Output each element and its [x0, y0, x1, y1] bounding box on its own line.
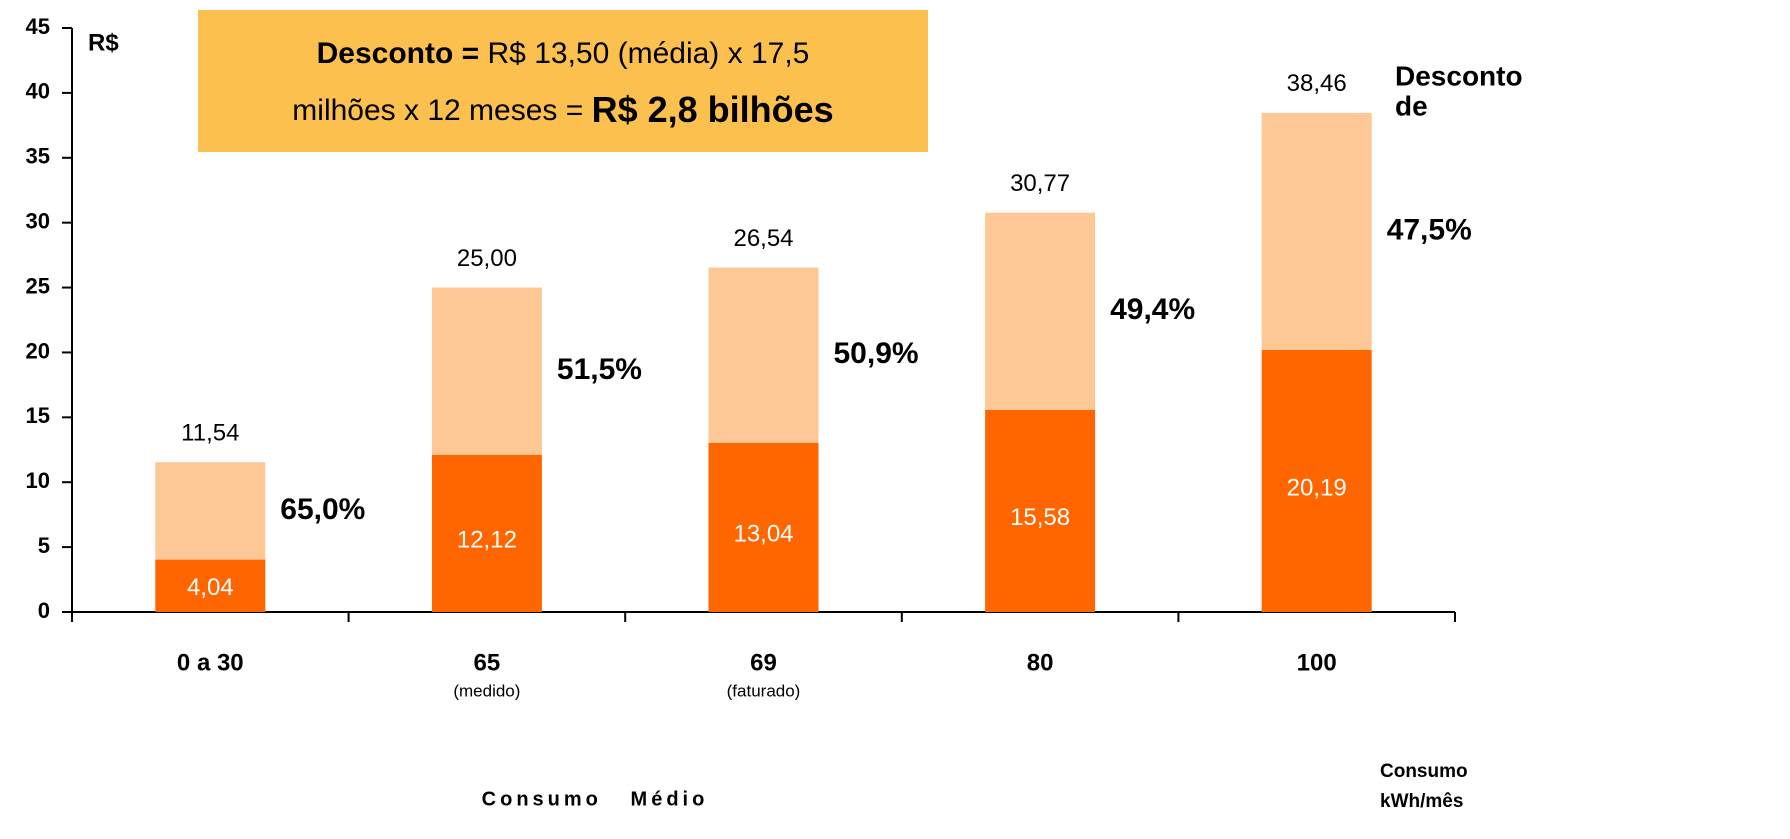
y-tick-label: 5	[38, 533, 50, 558]
value-label: 4,04	[187, 574, 234, 601]
annotation-text: R$ 13,50 (média) x 17,5	[488, 37, 810, 70]
x-tick-label: 0 a 30	[177, 649, 244, 676]
x-tick-label: 100	[1297, 649, 1337, 676]
discount-title: Desconto	[1395, 60, 1523, 91]
bar-segment	[708, 267, 819, 443]
discount-title: de	[1395, 90, 1428, 121]
y-tick-label: 10	[26, 468, 50, 493]
bar-segment	[431, 287, 542, 455]
y-tick-label: 15	[26, 403, 50, 428]
bar-segment	[155, 462, 266, 560]
annotation-bold: R$ 2,8 bilhões	[592, 89, 834, 130]
value-label: 20,19	[1287, 474, 1347, 501]
discount-label: 50,9%	[834, 337, 919, 370]
y-tick-label: 0	[38, 598, 50, 623]
y-tick-label: 30	[26, 208, 50, 233]
x-tick-label: 80	[1027, 649, 1054, 676]
x-tick-note: (faturado)	[727, 681, 801, 700]
total-label: 11,54	[181, 420, 239, 447]
x-tick-label: 69	[750, 649, 777, 676]
total-label: 30,77	[1010, 170, 1070, 197]
x-tick-label: 65	[474, 649, 501, 676]
bar-segment	[1261, 349, 1372, 612]
discount-label: 51,5%	[557, 353, 642, 386]
bar-segment	[155, 559, 266, 612]
discount-label: 49,4%	[1110, 293, 1195, 326]
value-label: 12,12	[457, 527, 517, 554]
x-unit-label: Consumo	[1380, 761, 1468, 782]
y-tick-label: 35	[26, 144, 50, 169]
x-axis-label: Consumo Médio	[482, 788, 709, 810]
value-label: 15,58	[1010, 504, 1070, 531]
y-tick-label: 45	[26, 14, 50, 39]
annotation-line1: Desconto = R$ 13,50 (média) x 17,5	[317, 37, 810, 70]
bar-segment	[1261, 112, 1372, 350]
y-tick-label: 20	[26, 338, 50, 363]
y-tick-label: 25	[26, 273, 50, 298]
bar-segment	[985, 409, 1096, 612]
discount-label: 65,0%	[280, 493, 365, 526]
annotation-text: milhões x 12 meses =	[292, 94, 583, 127]
y-tick-label: 40	[26, 79, 50, 104]
x-tick-note: (medido)	[453, 681, 520, 700]
total-label: 26,54	[733, 225, 793, 252]
annotation-box	[198, 10, 928, 152]
x-unit-label: kWh/mês	[1380, 791, 1463, 812]
total-label: 25,00	[457, 245, 517, 272]
y-axis-label: R$	[88, 29, 119, 56]
annotation-line2: milhões x 12 meses = R$ 2,8 bilhões	[292, 89, 833, 130]
bar-segment	[708, 442, 819, 612]
discount-label: 47,5%	[1387, 213, 1472, 246]
bar-segment	[985, 212, 1096, 410]
total-label: 38,46	[1287, 70, 1347, 97]
annotation-bold: Desconto =	[317, 37, 480, 70]
value-label: 13,04	[733, 521, 793, 548]
bar-segment	[431, 454, 542, 612]
